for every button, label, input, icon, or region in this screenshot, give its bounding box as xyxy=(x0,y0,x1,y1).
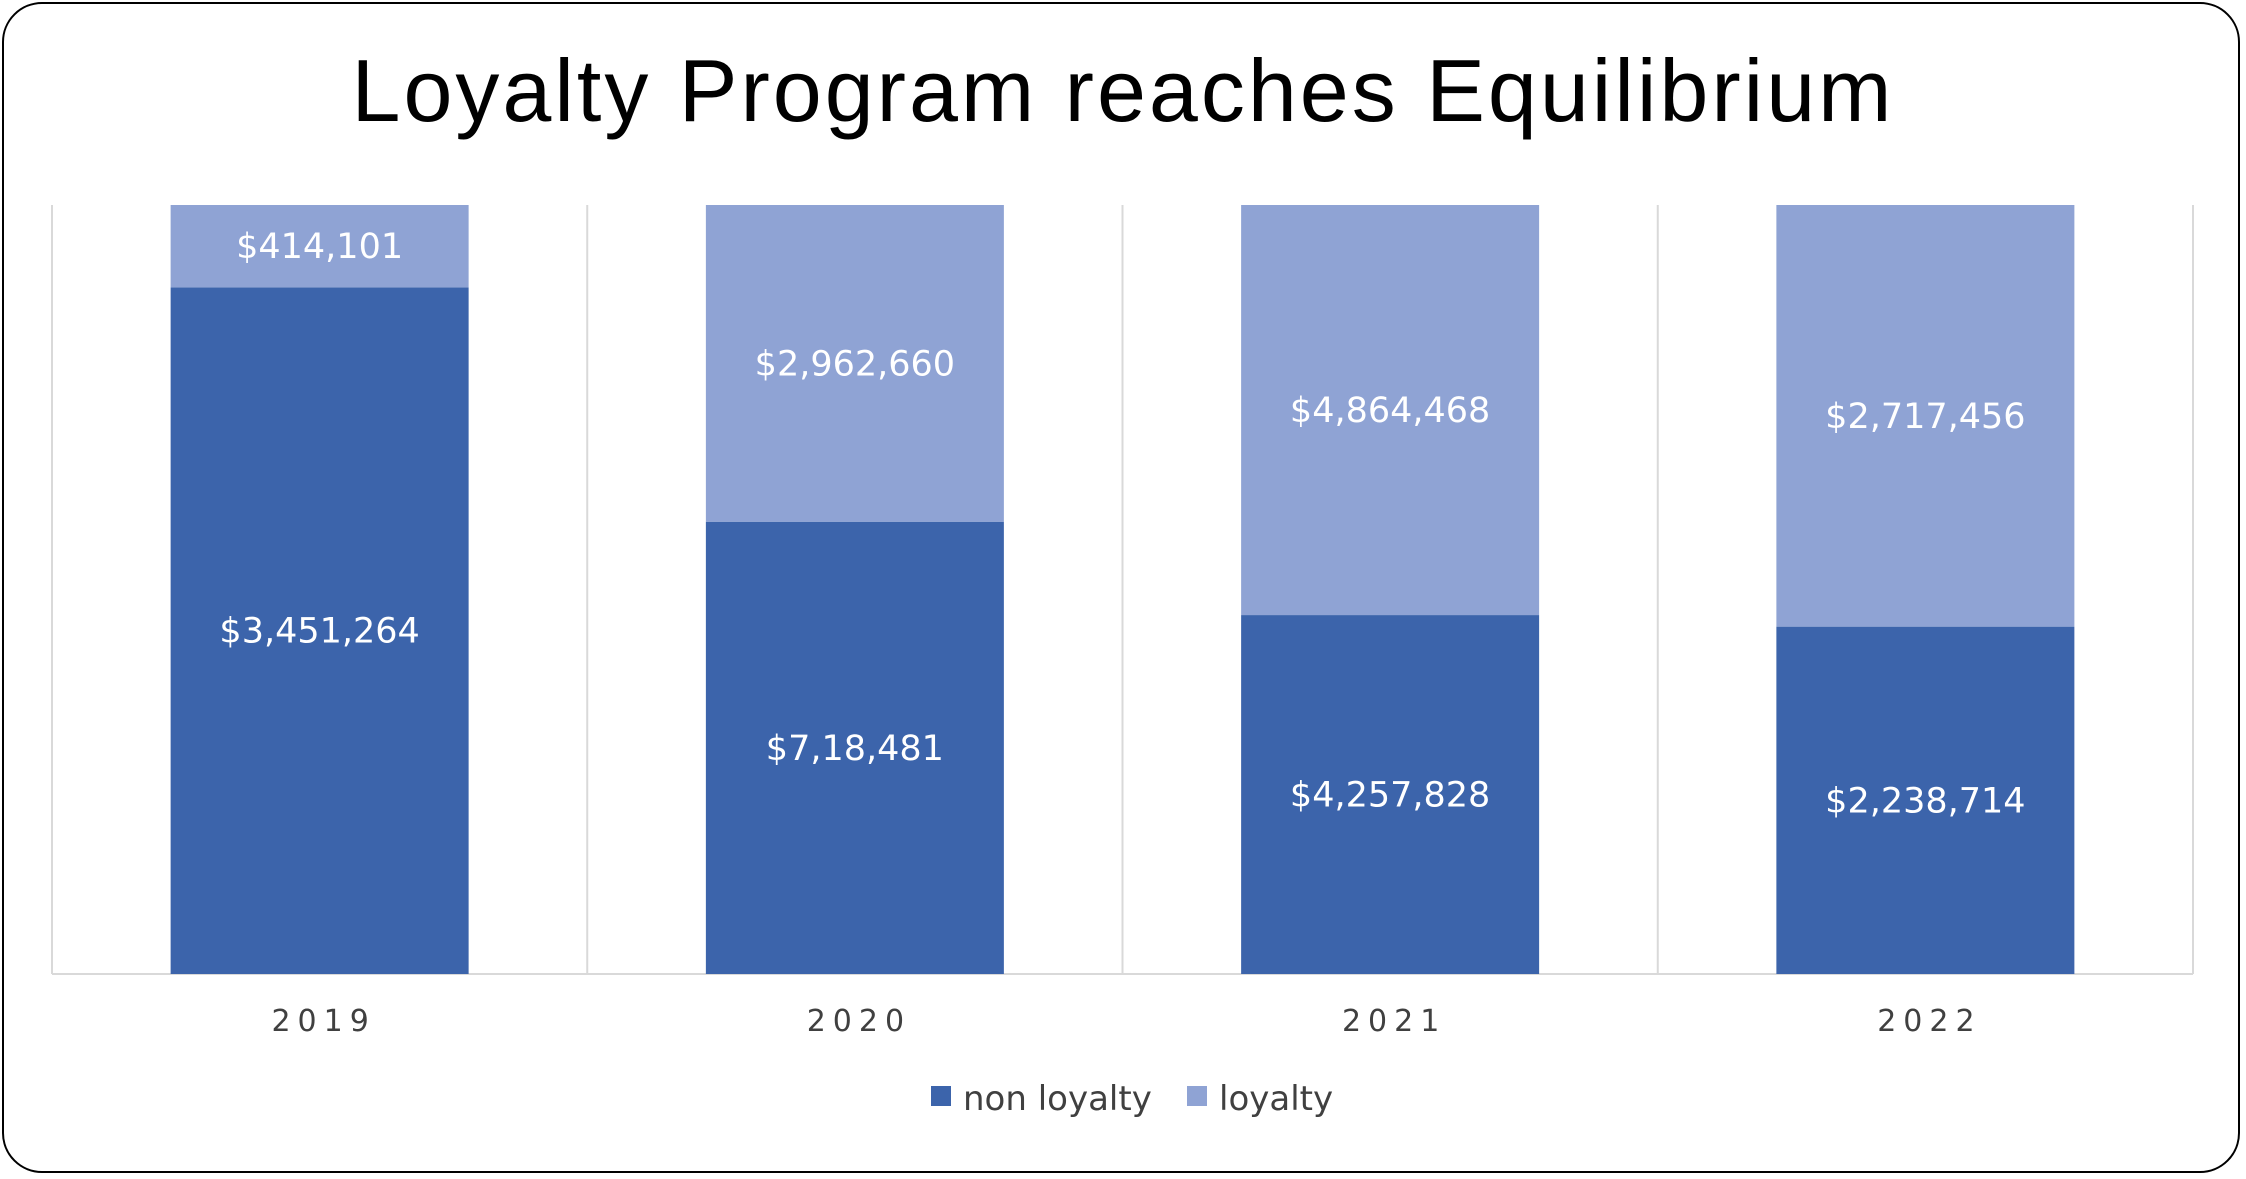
data-label: $2,962,660 xyxy=(755,344,955,384)
x-tick-label: 2019 xyxy=(271,1004,375,1039)
bar-loyalty-2020 xyxy=(705,205,1004,522)
legend-swatch xyxy=(1187,1086,1207,1106)
bar-non-loyalty-2019 xyxy=(170,287,469,974)
data-label: $2,717,456 xyxy=(1825,397,2025,437)
data-label: $414,101 xyxy=(236,227,403,267)
bar-non-loyalty-2020 xyxy=(705,521,1004,974)
data-label: $7,18,481 xyxy=(766,729,944,769)
data-label: $3,451,264 xyxy=(219,612,419,652)
data-label: $2,238,714 xyxy=(1825,781,2025,821)
legend-item-label: non loyalty xyxy=(963,1079,1152,1119)
data-label: $4,257,828 xyxy=(1290,776,1490,816)
bar-non-loyalty-2021 xyxy=(1241,615,1540,974)
legend-item-label: loyalty xyxy=(1219,1079,1333,1119)
x-tick-label: 2021 xyxy=(1342,1004,1446,1039)
bar-loyalty-2019 xyxy=(170,205,469,288)
bar-loyalty-2021 xyxy=(1241,205,1540,616)
bar-non-loyalty-2022 xyxy=(1776,626,2075,974)
x-tick-label: 2022 xyxy=(1877,1004,1981,1039)
data-label: $4,864,468 xyxy=(1290,391,1490,431)
chart-title: Loyalty Program reaches Equilibrium xyxy=(351,41,1895,140)
bar-loyalty-2022 xyxy=(1776,205,2075,627)
x-tick-label: 2020 xyxy=(807,1004,911,1039)
legend-swatch xyxy=(931,1086,951,1106)
